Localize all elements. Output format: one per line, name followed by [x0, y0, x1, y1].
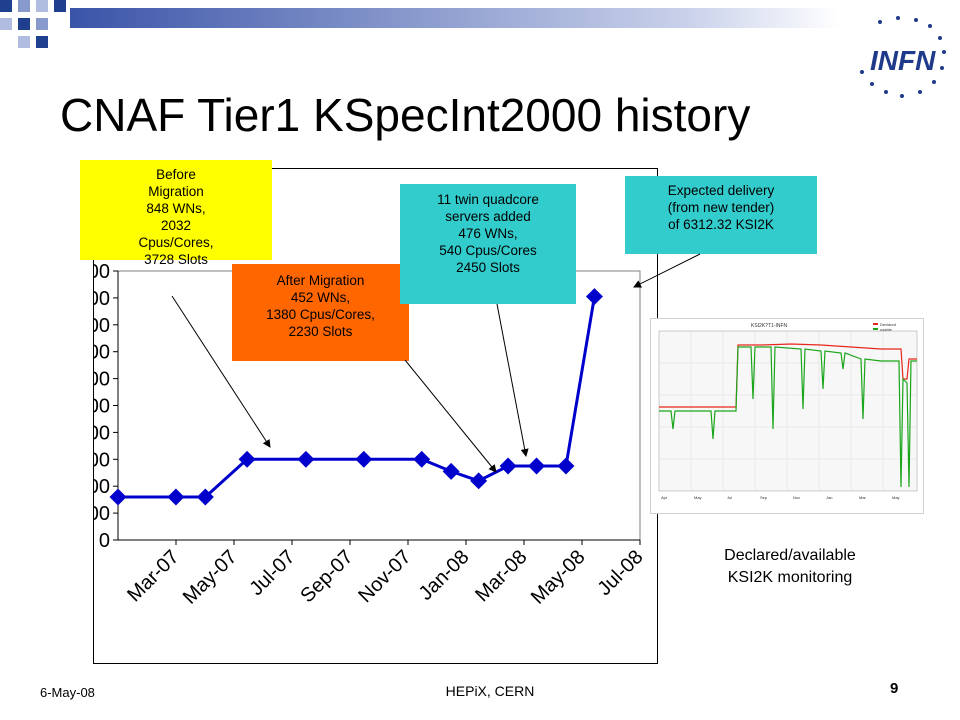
legend-swatch-declared: [873, 323, 878, 325]
monitoring-x-label: May: [892, 495, 900, 500]
page-number: 9: [890, 680, 899, 697]
x-tick-label: Jan-08: [415, 546, 474, 605]
x-tick-label: May-08: [527, 546, 590, 609]
y-tick-label: 5000: [94, 396, 110, 418]
monitoring-x-label: Nov: [793, 495, 800, 500]
monitoring-usable-line: [659, 346, 917, 488]
callout-line: 11 twin quadcore: [437, 192, 539, 207]
callout-line: 2230 Slots: [288, 324, 353, 339]
y-tick-label: 1000: [94, 503, 110, 525]
callout-line: After Migration: [276, 273, 365, 288]
y-tick-label: 7000: [94, 342, 110, 364]
data-point: [470, 472, 488, 490]
monitoring-x-label: May: [694, 495, 702, 500]
data-point: [238, 450, 256, 468]
y-tick-label: 4000: [94, 422, 110, 444]
data-point: [355, 450, 373, 468]
callout-line: 2032: [160, 218, 192, 233]
callout-after-migration: After Migration 452 WNs, 1380 Cpus/Cores…: [232, 264, 409, 361]
callout-line: 476 WNs,: [458, 226, 518, 241]
monitoring-x-label: Apr: [661, 495, 668, 500]
x-tick-label: Sep-07: [296, 546, 357, 607]
callout-line: Cpus/Cores,: [138, 235, 214, 250]
callout-expected-delivery: Expected delivery (from new tender) of 6…: [625, 176, 817, 254]
callout-line: Before: [156, 167, 196, 182]
data-point: [499, 457, 517, 475]
monitoring-x-label: Sep: [760, 495, 768, 500]
callout-line: servers added: [445, 209, 531, 224]
callout-line: 1380 Cpus/Cores,: [266, 307, 375, 322]
y-tick-label: 8000: [94, 315, 110, 337]
x-tick-label: Mar-08: [471, 546, 531, 606]
callout-line: Migration: [148, 184, 204, 199]
callout-before-migration: Before Migration 848 WNs, 2032 Cpus/Core…: [80, 160, 272, 267]
callout-line: 848 WNs,: [146, 201, 206, 216]
data-point: [557, 457, 575, 475]
monitoring-x-label: Mar: [859, 495, 867, 500]
y-tick-label: 0: [99, 530, 110, 552]
y-tick-label: 9000: [94, 288, 110, 310]
footer-center: HEPiX, CERN: [445, 683, 535, 699]
callout-line: Expected delivery: [667, 183, 775, 198]
monitoring-caption: Declared/available KSI2K monitoring: [665, 545, 915, 589]
monitoring-caption-line: Declared/available: [724, 547, 856, 564]
data-point: [297, 450, 315, 468]
monitoring-graph-title: KSI2K?T1-INFN: [751, 323, 788, 329]
data-point: [109, 488, 127, 506]
callout-twin-quadcore: 11 twin quadcore servers added 476 WNs, …: [400, 184, 576, 304]
infn-logo-text: INFN: [870, 45, 936, 76]
monitoring-x-label: Jan: [826, 495, 832, 500]
y-tick-label: 3000: [94, 449, 110, 471]
monitoring-caption-line: KSI2K monitoring: [727, 569, 853, 586]
data-point: [413, 450, 431, 468]
header-gradient-bar: [70, 8, 840, 28]
x-tick-label: Mar-07: [123, 546, 183, 606]
legend-declared: Declared: [880, 322, 896, 327]
infn-logo: INFN: [850, 12, 950, 102]
decorative-squares: [0, 0, 80, 60]
callout-line: 452 WNs,: [290, 290, 351, 305]
x-tick-label: May-07: [179, 546, 242, 609]
callout-line: 3728 Slots: [144, 252, 208, 267]
slide-title: CNAF Tier1 KSpecInt2000 history: [60, 89, 751, 141]
y-tick-label: 2000: [94, 476, 110, 498]
callout-line: of 6312.32 KSI2K: [668, 217, 774, 232]
data-point: [585, 288, 603, 306]
monitoring-x-label: Jul: [727, 495, 732, 500]
monitoring-graph-image: KSI2K?T1-INFN Declared usable Apr May Jul S…: [650, 318, 924, 514]
monitoring-graph: KSI2K?T1-INFN Declared usable Apr May Jul S…: [651, 319, 923, 513]
callout-line: (from new tender): [667, 200, 775, 215]
y-tick-label: 10000: [94, 261, 110, 283]
data-point: [167, 488, 185, 506]
x-tick-label: Nov-07: [354, 546, 415, 607]
data-point: [528, 457, 546, 475]
footer-date: 6-May-08: [40, 685, 95, 700]
y-tick-label: 6000: [94, 369, 110, 391]
x-tick-label: Jul-07: [245, 546, 299, 600]
x-tick-label: Jul-08: [593, 546, 647, 600]
legend-usable: usable: [880, 327, 893, 332]
legend-swatch-usable: [873, 328, 878, 330]
callout-line: 2450 Slots: [456, 260, 520, 275]
data-point: [442, 462, 460, 480]
monitoring-declared-line: [659, 343, 917, 408]
callout-line: 540 Cpus/Cores: [439, 243, 537, 258]
